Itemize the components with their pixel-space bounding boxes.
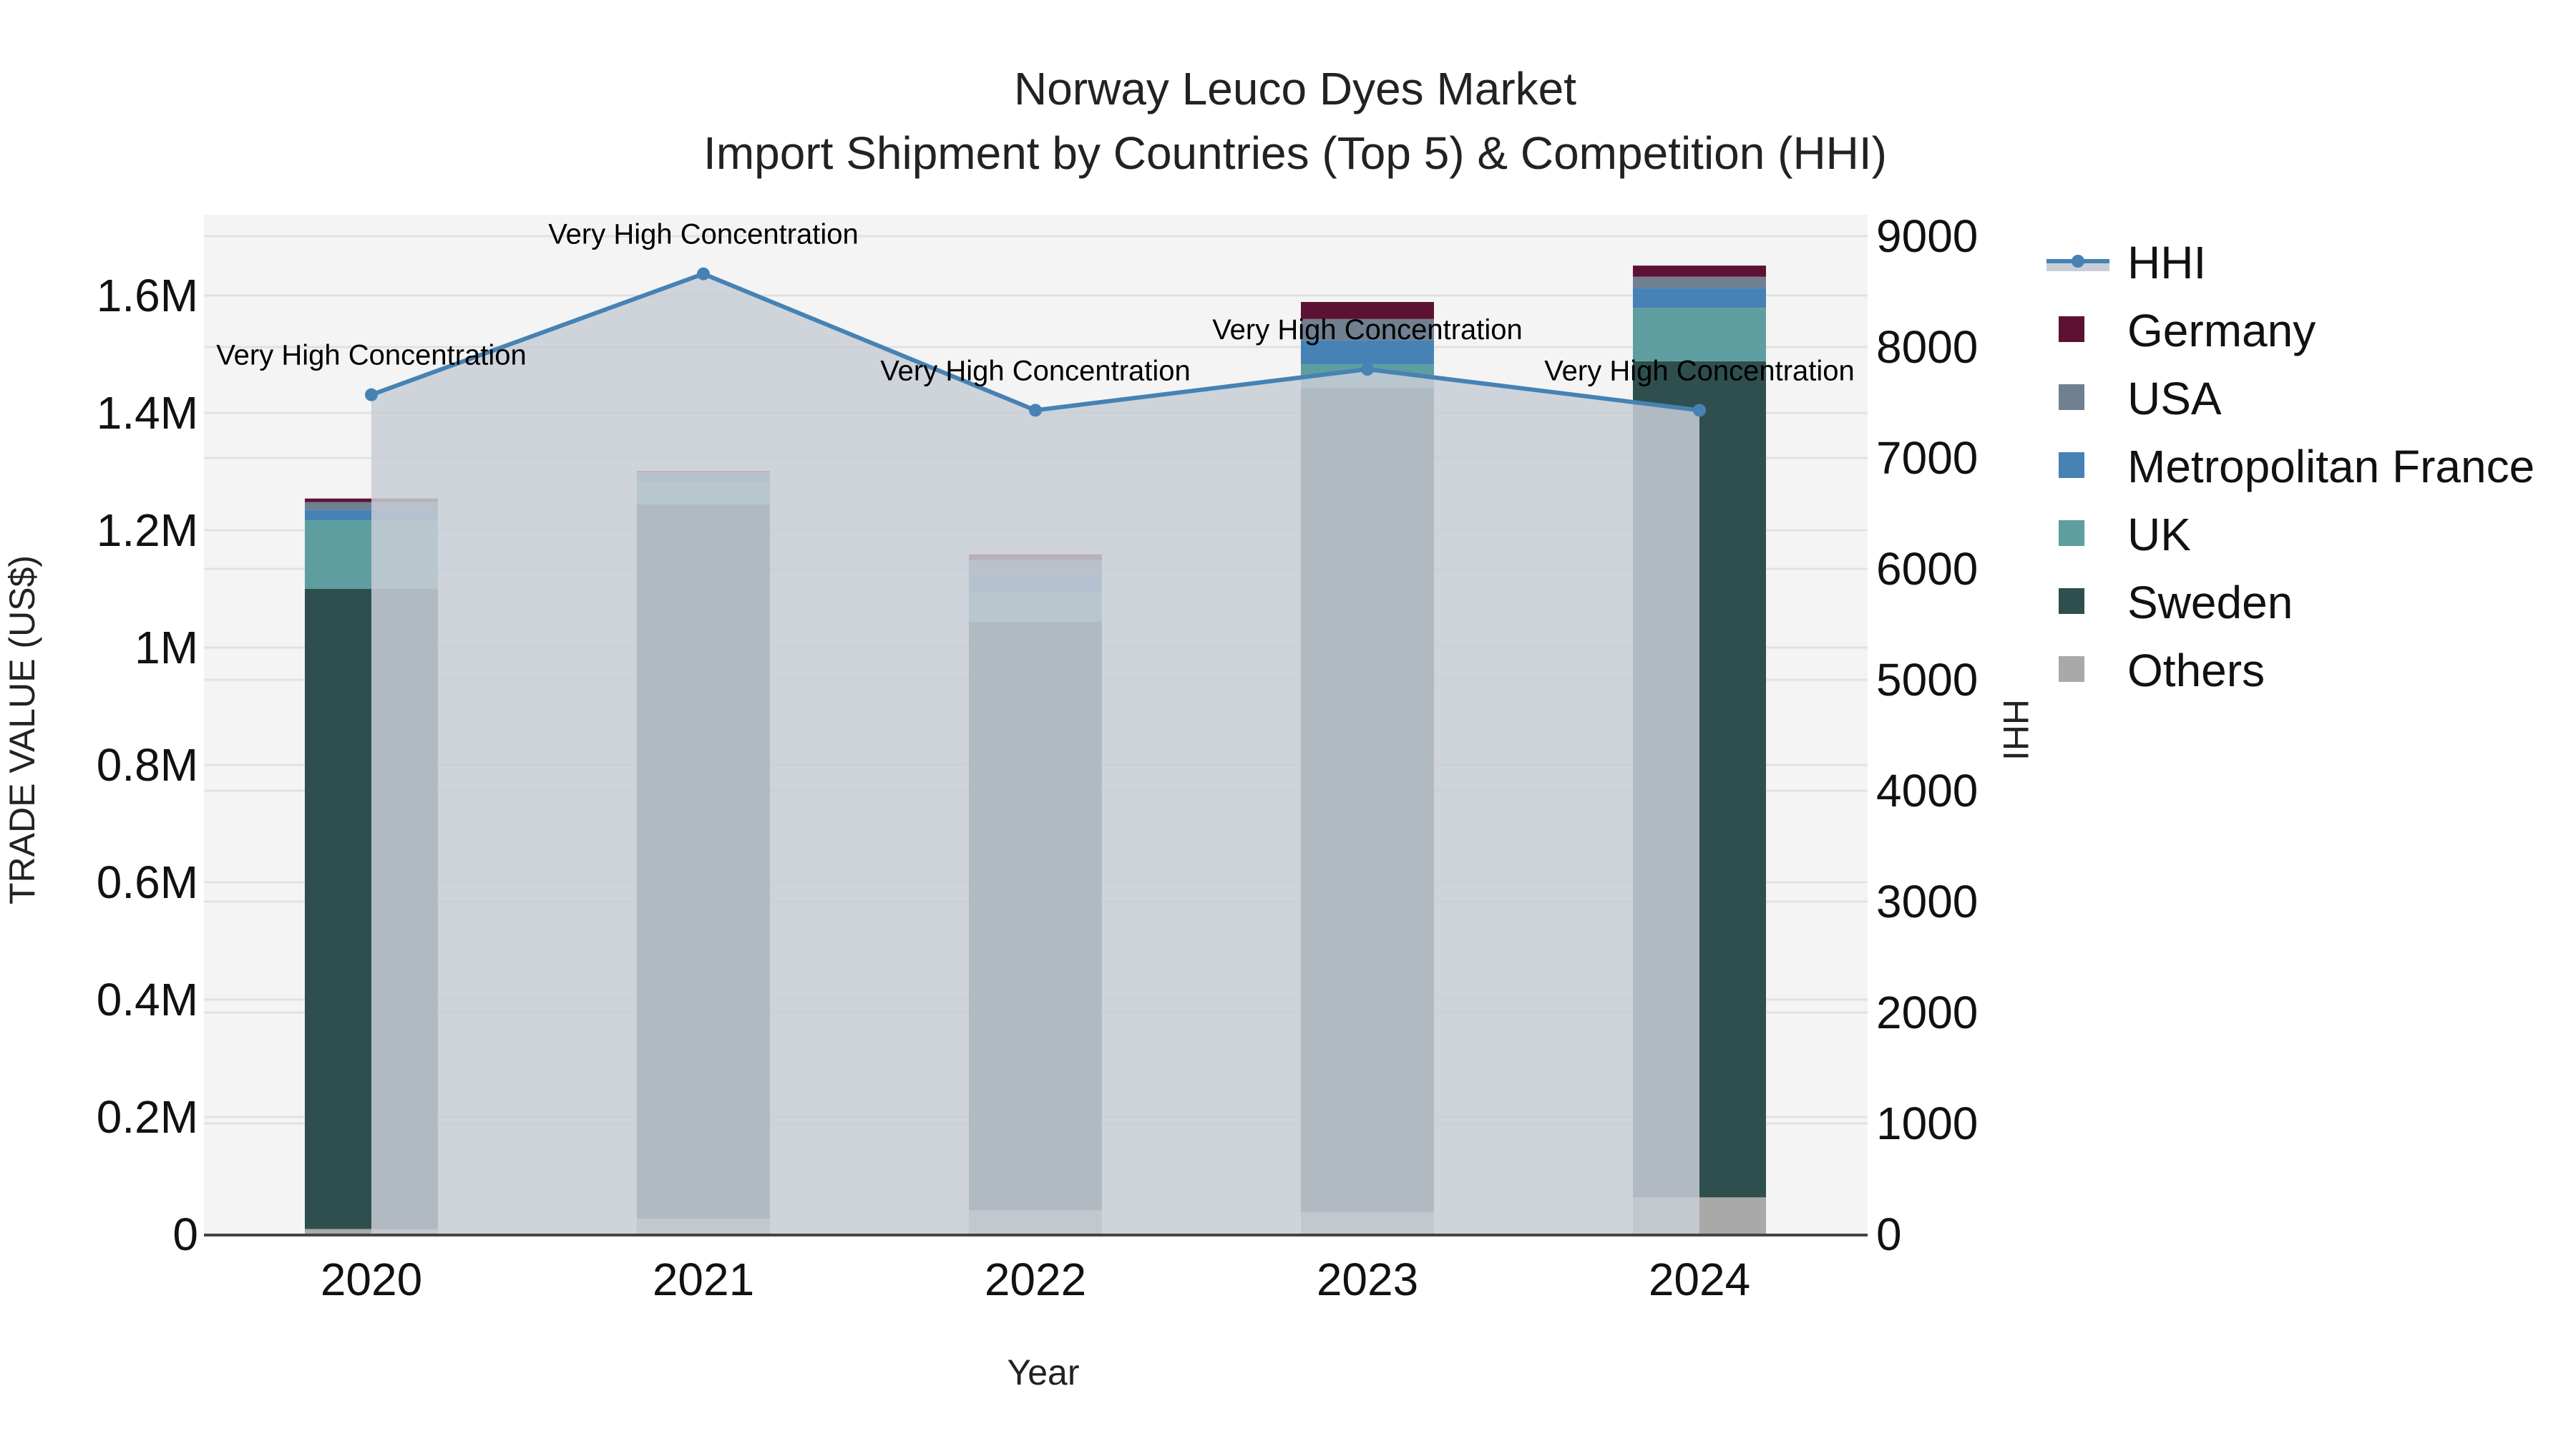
hhi-annotation-2023: Very High Concentration bbox=[1212, 314, 1523, 346]
y2-tick-label: 7000 bbox=[1876, 432, 1978, 484]
legend-item-hhi[interactable]: HHI bbox=[2046, 237, 2206, 288]
bar-segment-usa bbox=[1301, 318, 1434, 341]
legend-label: HHI bbox=[2127, 237, 2206, 288]
y2-axis-title: HHI bbox=[1996, 699, 2036, 761]
legend-swatch-icon bbox=[2059, 452, 2084, 478]
hhi-area-fill bbox=[371, 273, 1699, 1235]
hhi-marker-2021 bbox=[697, 267, 710, 280]
x-tick-label: 2023 bbox=[1317, 1254, 1418, 1305]
hhi-marker-2023 bbox=[1361, 363, 1374, 376]
y2-tick-label: 5000 bbox=[1876, 654, 1978, 706]
hhi-annotation-2024: Very High Concentration bbox=[1544, 355, 1855, 386]
y2-axis-ticks: 0 1000 2000 3000 4000 5000 6000 7000 8000 9000 bbox=[1876, 210, 1978, 1260]
legend-label: Others bbox=[2127, 645, 2265, 696]
y-axis-title: TRADE VALUE (US$) bbox=[2, 555, 42, 904]
y2-tick-label: 0 bbox=[1876, 1209, 1902, 1260]
legend-swatch-icon bbox=[2059, 384, 2084, 410]
bar-segment-germany bbox=[1301, 302, 1434, 319]
x-tick-label: 2024 bbox=[1649, 1254, 1750, 1305]
hhi-annotation-2021: Very High Concentration bbox=[548, 219, 859, 250]
y-tick-label: 0 bbox=[172, 1209, 198, 1260]
y-tick-label: 0.6M bbox=[97, 857, 198, 908]
hhi-marker-2022 bbox=[1029, 404, 1042, 417]
x-axis-title: Year bbox=[1007, 1352, 1079, 1392]
legend-item-usa[interactable]: USA bbox=[2059, 373, 2222, 424]
x-tick-label: 2021 bbox=[653, 1254, 754, 1305]
y2-tick-label: 4000 bbox=[1876, 765, 1978, 816]
hhi-marker-2020 bbox=[365, 388, 378, 401]
legend-label: Sweden bbox=[2127, 577, 2293, 628]
legend-item-metropolitan-france[interactable]: Metropolitan France bbox=[2059, 441, 2534, 492]
legend: HHI Germany USA Metropolitan France UK Sweden… bbox=[2046, 237, 2534, 696]
y-tick-label: 0.2M bbox=[97, 1091, 198, 1143]
legend-item-sweden[interactable]: Sweden bbox=[2059, 577, 2293, 628]
chart-title: Norway Leuco Dyes Market bbox=[1014, 63, 1576, 114]
legend-swatch-icon bbox=[2059, 588, 2084, 614]
x-axis-ticks: 2020 2021 2022 2023 2024 bbox=[321, 1254, 1750, 1305]
y2-tick-label: 6000 bbox=[1876, 543, 1978, 595]
hhi-marker-2024 bbox=[1693, 404, 1706, 417]
bar-segment-metropolitan-france bbox=[1633, 288, 1766, 308]
bar-segment-uk bbox=[1633, 308, 1766, 361]
legend-item-others[interactable]: Others bbox=[2059, 645, 2265, 696]
y-tick-label: 1M bbox=[135, 622, 198, 673]
y2-tick-label: 3000 bbox=[1876, 876, 1978, 927]
hhi-annotations: Very High Concentration Very High Concent… bbox=[216, 219, 1855, 387]
chart-subtitle: Import Shipment by Countries (Top 5) & C… bbox=[703, 127, 1887, 179]
legend-swatch-icon bbox=[2059, 656, 2084, 682]
legend-swatch-icon bbox=[2059, 316, 2084, 342]
bar-segment-usa bbox=[1633, 276, 1766, 288]
hhi-annotation-2022: Very High Concentration bbox=[880, 355, 1191, 386]
legend-label: Germany bbox=[2127, 305, 2316, 356]
y-tick-label: 0.4M bbox=[97, 974, 198, 1025]
legend-marker-icon bbox=[2072, 255, 2084, 268]
bar-segment-germany bbox=[1633, 265, 1766, 277]
legend-item-uk[interactable]: UK bbox=[2059, 509, 2191, 560]
y-tick-label: 1.6M bbox=[97, 270, 198, 321]
y-tick-label: 1.4M bbox=[97, 387, 198, 439]
x-tick-label: 2020 bbox=[321, 1254, 422, 1305]
y-tick-label: 0.8M bbox=[97, 739, 198, 791]
hhi-line bbox=[365, 267, 1706, 417]
y-tick-label: 1.2M bbox=[97, 504, 198, 556]
legend-label: UK bbox=[2127, 509, 2191, 560]
y2-tick-label: 2000 bbox=[1876, 987, 1978, 1038]
legend-swatch-icon bbox=[2059, 520, 2084, 546]
legend-label: USA bbox=[2127, 373, 2222, 424]
y2-tick-label: 9000 bbox=[1876, 210, 1978, 262]
bar-segment-metropolitan-france bbox=[1301, 340, 1434, 364]
legend-label: Metropolitan France bbox=[2127, 441, 2534, 492]
hhi-area-shape bbox=[371, 273, 1699, 1235]
y2-tick-label: 8000 bbox=[1876, 321, 1978, 373]
x-tick-label: 2022 bbox=[985, 1254, 1086, 1305]
hhi-annotation-2020: Very High Concentration bbox=[216, 340, 527, 371]
y-axis-ticks: 0 0.2M 0.4M 0.6M 0.8M 1M 1.2M 1.4M 1.6M bbox=[97, 270, 198, 1260]
legend-item-germany[interactable]: Germany bbox=[2059, 305, 2316, 356]
y2-tick-label: 1000 bbox=[1876, 1098, 1978, 1149]
